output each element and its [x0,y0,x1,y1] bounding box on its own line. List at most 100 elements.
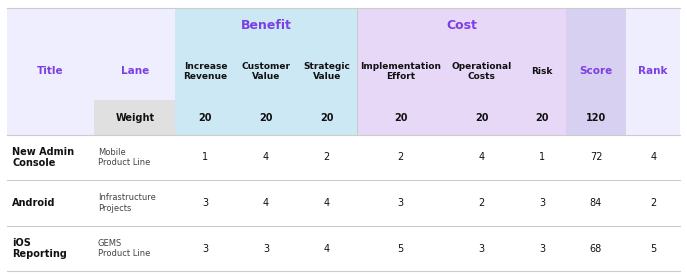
Text: Risk: Risk [532,67,553,76]
Text: 20: 20 [394,112,407,122]
FancyBboxPatch shape [175,8,236,42]
FancyBboxPatch shape [296,135,357,180]
FancyBboxPatch shape [7,226,94,271]
Text: 3: 3 [398,198,404,208]
FancyBboxPatch shape [357,226,444,271]
FancyBboxPatch shape [565,135,627,180]
Text: 4: 4 [478,152,484,162]
FancyBboxPatch shape [236,8,296,42]
FancyBboxPatch shape [7,42,94,101]
Text: 2: 2 [324,152,330,162]
FancyBboxPatch shape [519,42,565,101]
Text: 20: 20 [259,112,273,122]
FancyBboxPatch shape [444,101,519,135]
FancyBboxPatch shape [357,180,444,226]
FancyBboxPatch shape [627,135,680,180]
FancyBboxPatch shape [565,180,627,226]
FancyBboxPatch shape [627,101,680,135]
FancyBboxPatch shape [357,42,444,101]
Text: 20: 20 [535,112,549,122]
FancyBboxPatch shape [519,135,565,180]
FancyBboxPatch shape [444,226,519,271]
FancyBboxPatch shape [236,101,296,135]
FancyBboxPatch shape [357,101,444,135]
Text: 2: 2 [398,152,404,162]
FancyBboxPatch shape [627,42,680,101]
Text: Strategic
Value: Strategic Value [303,62,350,81]
FancyBboxPatch shape [175,135,236,180]
FancyBboxPatch shape [296,42,357,101]
FancyBboxPatch shape [444,135,519,180]
FancyBboxPatch shape [565,42,627,101]
FancyBboxPatch shape [7,8,94,42]
Text: Title: Title [37,66,64,76]
FancyBboxPatch shape [296,180,357,226]
FancyBboxPatch shape [94,42,175,101]
Text: 3: 3 [539,244,545,254]
FancyBboxPatch shape [94,180,175,226]
Text: 120: 120 [586,112,606,122]
Text: Mobile
Product Line: Mobile Product Line [98,148,150,167]
FancyBboxPatch shape [627,226,680,271]
FancyBboxPatch shape [236,135,296,180]
Text: 3: 3 [539,198,545,208]
FancyBboxPatch shape [175,101,236,135]
Text: 20: 20 [199,112,212,122]
Text: 3: 3 [478,244,484,254]
FancyBboxPatch shape [519,8,565,42]
FancyBboxPatch shape [94,226,175,271]
FancyBboxPatch shape [236,180,296,226]
Text: iOS
Reporting: iOS Reporting [12,238,67,260]
Text: Increase
Revenue: Increase Revenue [183,62,227,81]
Text: 5: 5 [398,244,404,254]
Text: Customer
Value: Customer Value [242,62,291,81]
FancyBboxPatch shape [627,8,680,42]
Text: 3: 3 [203,198,209,208]
Text: 72: 72 [589,152,602,162]
Text: 3: 3 [263,244,269,254]
Text: Rank: Rank [638,66,668,76]
FancyBboxPatch shape [236,226,296,271]
Text: 4: 4 [324,244,330,254]
FancyBboxPatch shape [296,101,357,135]
FancyBboxPatch shape [7,101,94,135]
Text: Lane: Lane [121,66,149,76]
FancyBboxPatch shape [565,8,627,42]
Text: 1: 1 [539,152,545,162]
FancyBboxPatch shape [296,8,357,42]
Text: Implementation
Effort: Implementation Effort [360,62,441,81]
Text: 20: 20 [475,112,488,122]
FancyBboxPatch shape [94,101,175,135]
Text: Android: Android [12,198,56,208]
FancyBboxPatch shape [175,180,236,226]
Text: 2: 2 [478,198,484,208]
Text: 4: 4 [263,198,269,208]
FancyBboxPatch shape [565,226,627,271]
FancyBboxPatch shape [519,101,565,135]
Text: Score: Score [579,66,613,76]
FancyBboxPatch shape [94,135,175,180]
FancyBboxPatch shape [7,135,94,180]
Text: 4: 4 [263,152,269,162]
Text: 2: 2 [650,198,656,208]
FancyBboxPatch shape [519,226,565,271]
FancyBboxPatch shape [519,180,565,226]
Text: New Admin
Console: New Admin Console [12,147,74,168]
Text: Benefit: Benefit [240,19,291,32]
FancyBboxPatch shape [94,8,175,42]
Text: 68: 68 [590,244,602,254]
FancyBboxPatch shape [175,226,236,271]
Text: Operational
Costs: Operational Costs [451,62,512,81]
Text: GEMS
Product Line: GEMS Product Line [98,239,150,258]
FancyBboxPatch shape [357,8,444,42]
Text: 4: 4 [650,152,656,162]
Text: 84: 84 [590,198,602,208]
FancyBboxPatch shape [444,180,519,226]
FancyBboxPatch shape [236,42,296,101]
Text: Cost: Cost [446,19,477,32]
FancyBboxPatch shape [7,180,94,226]
Text: 1: 1 [203,152,209,162]
FancyBboxPatch shape [565,101,627,135]
Text: 4: 4 [324,198,330,208]
FancyBboxPatch shape [175,42,236,101]
